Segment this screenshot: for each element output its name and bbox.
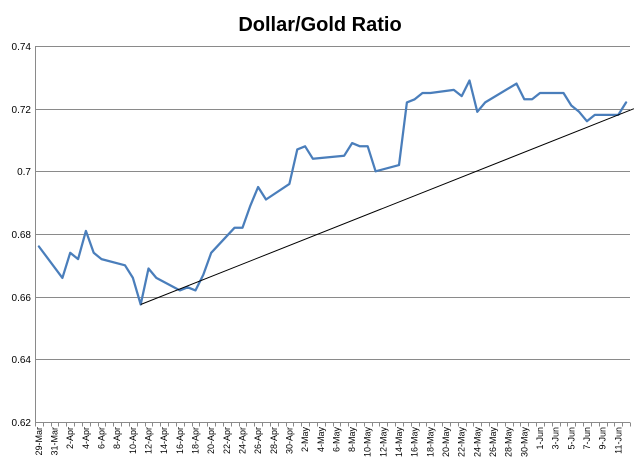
y-tick-label: 0.7 <box>17 167 31 178</box>
y-tick-label: 0.62 <box>12 418 32 429</box>
x-tick-label: 26-May <box>488 427 498 458</box>
x-tick-label: 4-Apr <box>81 427 91 449</box>
x-tick-label: 22-Apr <box>222 427 232 454</box>
x-tick-labels: 29-Mar 31-Mar 2-Apr 4-Apr 6-Apr 8-Apr 10-Apr 12… <box>34 427 623 458</box>
x-tick-label: 9-Jun <box>598 427 608 450</box>
x-tick-label: 8-Apr <box>112 427 122 449</box>
x-tick-label: 14-May <box>394 427 404 458</box>
x-tick-label: 24-Apr <box>237 427 247 454</box>
x-tick-label: 18-May <box>425 427 435 458</box>
x-tick-label: 20-Apr <box>206 427 216 454</box>
y-tick-label: 0.64 <box>12 355 32 366</box>
series <box>37 79 635 306</box>
x-tick-label: 28-Apr <box>269 427 279 454</box>
x-tick-label: 26-Apr <box>253 427 263 454</box>
gridlines <box>35 46 630 423</box>
y-tick-label: 0.72 <box>12 105 32 116</box>
x-tick-label: 4-May <box>316 427 326 453</box>
x-tick-label: 5-Jun <box>566 427 576 450</box>
x-tick-label: 16-Apr <box>175 427 185 454</box>
x-tick-label: 20-May <box>441 427 451 458</box>
chart-title: Dollar/Gold Ratio <box>238 14 401 36</box>
x-tick-label: 8-May <box>347 427 357 453</box>
y-tick-label: 0.66 <box>12 293 32 304</box>
x-tick-label: 28-May <box>504 427 514 458</box>
x-tick-label: 12-Apr <box>144 427 154 454</box>
y-tick-label: 0.74 <box>12 42 32 53</box>
axes <box>35 46 631 427</box>
x-tick-label: 1-Jun <box>535 427 545 450</box>
x-tick-label: 2-May <box>300 427 310 453</box>
x-tick-label: 30-Apr <box>284 427 294 454</box>
x-tick-label: 14-Apr <box>159 427 169 454</box>
ratio-series-line <box>37 79 628 306</box>
x-tick-label: 11-Jun <box>613 427 623 454</box>
x-tick-label: 16-May <box>410 427 420 458</box>
x-tick-label: 10-Apr <box>128 427 138 454</box>
x-tick-label: 31-Mar <box>50 427 60 456</box>
x-tick-label: 22-May <box>457 427 467 458</box>
trendline <box>140 108 635 305</box>
x-tick-label: 2-Apr <box>65 427 75 449</box>
x-tick-label: 7-Jun <box>582 427 592 450</box>
x-tick-label: 29-Mar <box>34 427 44 456</box>
x-tick-label: 12-May <box>378 427 388 458</box>
x-tick-label: 24-May <box>472 427 482 458</box>
x-tick-label: 10-May <box>363 427 373 458</box>
x-tick-label: 18-Apr <box>190 427 200 454</box>
x-tick-label: 6-Apr <box>97 427 107 449</box>
y-tick-label: 0.68 <box>12 230 32 241</box>
x-tick-label: 3-Jun <box>551 427 561 450</box>
x-tick-label: 6-May <box>331 427 341 453</box>
y-tick-labels: 0.62 0.64 0.66 0.68 0.7 0.72 0.74 <box>12 42 32 429</box>
x-tick-label: 30-May <box>519 427 529 458</box>
